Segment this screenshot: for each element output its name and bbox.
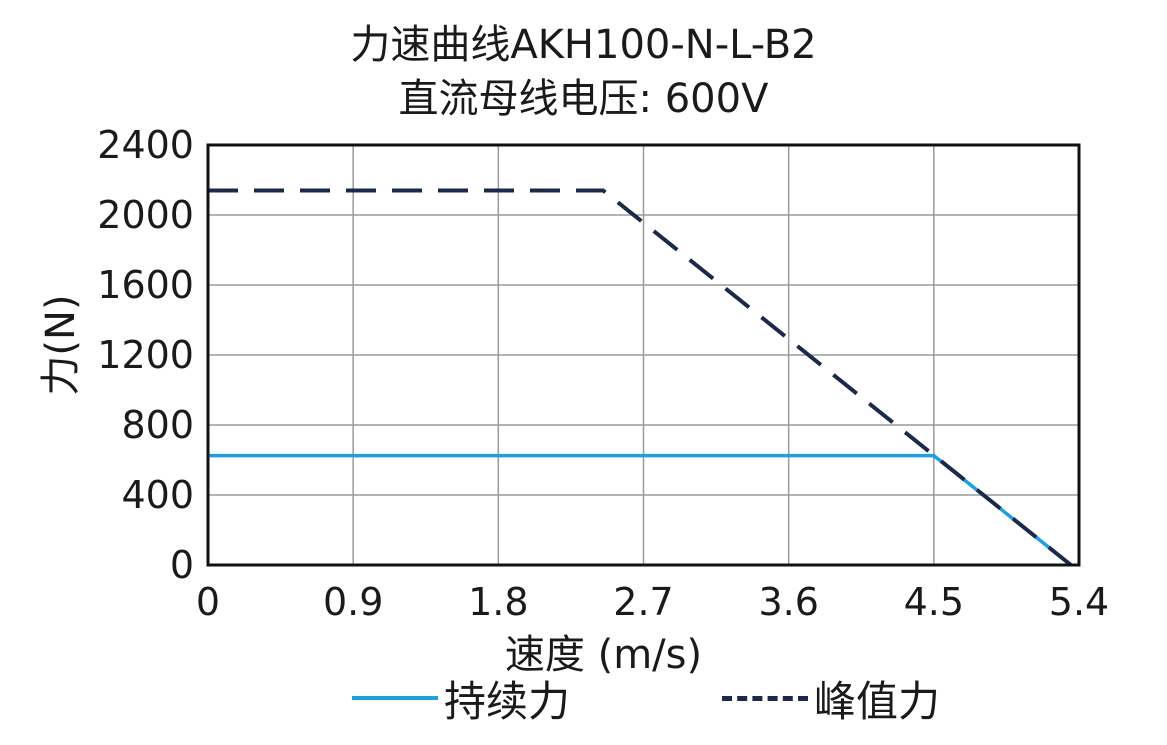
x-tick-label: 0 [196,580,220,624]
x-tick-label: 0.9 [323,580,383,624]
x-tick-label: 1.8 [468,580,528,624]
y-axis-label: 力(N) [38,294,84,395]
chart-subtitle: 直流母线电压: 600V [398,76,769,122]
x-tick-label: 4.5 [904,580,964,624]
y-tick-label: 0 [170,543,194,587]
y-tick-label: 1600 [97,263,194,307]
x-tick-label: 3.6 [758,580,818,624]
legend-label-peak: 峰值力 [814,676,941,726]
series-line-continuous [208,453,1073,567]
x-axis-label: 速度 (m/s) [505,632,702,678]
legend-swatch-continuous [352,696,438,700]
legend-swatch-peak [722,695,808,701]
legend-item-peak: 峰值力 [722,672,940,726]
y-tick-label: 2400 [97,123,194,167]
legend-item-continuous: 持续力 [352,672,570,726]
series-lines [208,188,1073,567]
y-tick-labels: 0 400 800 1200 1600 2000 2400 [97,123,194,587]
y-tick-label: 800 [121,403,194,447]
x-tick-label: 2.7 [613,580,673,624]
series-line-peak [208,188,1073,567]
chart-title: 力速曲线AKH100-N-L-B2 [350,22,817,68]
x-tick-labels: 0 0.9 1.8 2.7 3.6 4.5 5.4 [196,580,1109,624]
y-tick-label: 2000 [97,193,194,237]
plot-frame [206,143,1081,567]
grid-lines [207,144,1080,566]
x-tick-label: 5.4 [1049,580,1109,624]
y-tick-label: 400 [121,473,194,517]
legend-label-continuous: 持续力 [444,676,571,726]
y-tick-label: 1200 [97,333,194,377]
